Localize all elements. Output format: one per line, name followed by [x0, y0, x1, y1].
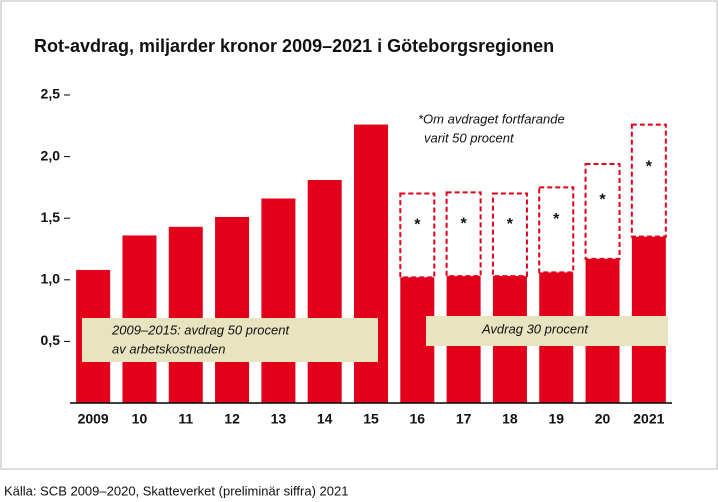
marker: *: [553, 211, 560, 228]
y-tick-label: 2,5: [41, 86, 61, 102]
x-tick-label: 18: [502, 411, 518, 427]
note: varit 50 procent: [424, 130, 515, 145]
x-tick-label: 16: [410, 411, 426, 427]
chart-title: Rot-avdrag, miljarder kronor 2009–2021 i…: [34, 36, 554, 56]
x-tick-label: 13: [271, 411, 287, 427]
x-tick-label: 20: [595, 411, 611, 427]
hypothetical-bar: [445, 191, 482, 278]
x-tick-label: 19: [548, 411, 564, 427]
box-text: av arbetskostnaden: [112, 341, 225, 356]
x-tick-label: 17: [456, 411, 472, 427]
x-tick-label: 11: [178, 411, 193, 427]
bar: [215, 216, 250, 403]
x-tick-label: 2009: [78, 411, 109, 427]
x-tick-label: 2021: [633, 411, 664, 427]
y-tick-label: 1,0: [41, 271, 61, 287]
box-text: Avdrag 30 procent: [481, 321, 589, 336]
y-tick-label: 2,0: [41, 147, 61, 163]
marker: *: [460, 215, 467, 232]
source: Källa: SCB 2009–2020, Skatteverket (prel…: [4, 483, 348, 498]
marker: *: [599, 191, 606, 208]
hypothetical-bar: [491, 192, 528, 278]
marker: *: [507, 216, 514, 233]
box-text: 2009–2015: avdrag 50 procent: [111, 322, 290, 337]
marker: *: [414, 217, 421, 234]
frame: [0, 0, 718, 470]
x-tick-label: 15: [363, 411, 379, 427]
note-box: [426, 316, 668, 346]
hypothetical-bar: [630, 123, 667, 238]
marker: *: [646, 158, 653, 175]
hypothetical-bar: [538, 186, 575, 274]
bar: [168, 226, 203, 403]
bar: [261, 198, 296, 403]
x-tick-label: 12: [224, 411, 240, 427]
bar: [307, 180, 342, 403]
note: *Om avdraget fortfarande: [418, 111, 565, 126]
hypothetical-bar: [399, 192, 436, 279]
y-tick-label: 0,5: [41, 332, 61, 348]
x-tick-label: 10: [132, 411, 148, 427]
x-tick-label: 14: [317, 411, 333, 427]
note-box: [82, 318, 378, 362]
hypothetical-bar: [584, 162, 621, 260]
y-tick-label: 1,5: [41, 209, 61, 225]
